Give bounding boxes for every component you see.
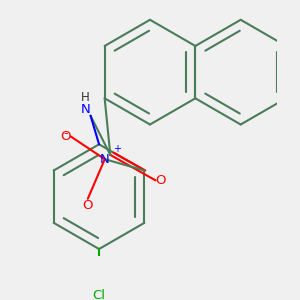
Text: -: - <box>64 127 68 140</box>
Text: H: H <box>80 91 89 104</box>
Text: N: N <box>100 153 110 166</box>
Text: Cl: Cl <box>93 289 106 300</box>
Text: O: O <box>60 130 71 143</box>
Text: +: + <box>113 143 121 154</box>
Text: N: N <box>81 103 91 116</box>
Text: O: O <box>82 199 93 212</box>
Text: O: O <box>156 174 166 187</box>
